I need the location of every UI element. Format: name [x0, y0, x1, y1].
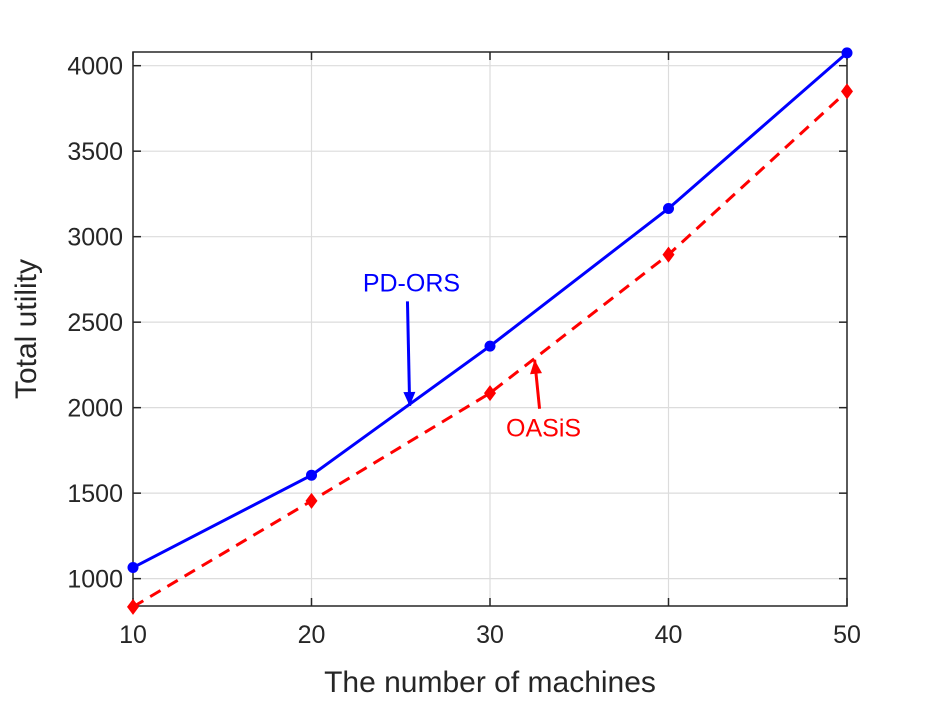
data-point-pd-ors	[484, 340, 496, 352]
annotation-arrow-pd-ors	[405, 301, 412, 406]
data-point-oasis	[841, 83, 853, 100]
tick-labels: 10 20 30 40 50 1000 1500 2000 2500 3000 3500 4000	[67, 53, 861, 649]
data-point-oasis	[305, 492, 318, 509]
x-tick-label: 30	[476, 621, 504, 649]
y-tick-label: 3000	[67, 224, 123, 252]
x-tick-label: 20	[298, 621, 326, 649]
data-point-pd-ors	[306, 469, 317, 481]
y-tick-label: 4000	[67, 53, 123, 81]
y-axis-label: Total utility	[10, 259, 43, 399]
annotation-arrowhead-oasis	[530, 359, 542, 375]
annotation-arrowhead-pd-ors	[403, 391, 416, 406]
data-point-oasis	[127, 598, 139, 615]
grid-lines	[132, 52, 848, 606]
series-layer	[127, 47, 853, 615]
x-tick-label: 10	[119, 621, 147, 649]
annotation-pd-ors: PD-ORS	[363, 269, 460, 297]
data-point-oasis	[662, 246, 675, 263]
data-point-pd-ors	[127, 562, 139, 574]
y-tick-label: 1500	[67, 480, 123, 508]
x-tick-label: 40	[655, 621, 683, 649]
y-tick-label: 2000	[67, 395, 123, 423]
plot-area-border	[132, 51, 848, 607]
data-point-oasis	[484, 385, 496, 402]
series-line-oasis	[132, 90, 849, 609]
y-tick-label: 3500	[67, 138, 123, 166]
data-point-pd-ors	[663, 202, 674, 214]
y-tick-label: 2500	[67, 309, 123, 337]
annotations: PD-ORS OASiS	[363, 269, 581, 442]
x-axis-label: The number of machines	[324, 666, 656, 699]
y-tick-label: 1000	[67, 566, 123, 594]
annotation-oasis: OASiS	[506, 415, 581, 443]
x-tick-label: 50	[833, 621, 861, 649]
data-point-pd-ors	[841, 47, 853, 59]
